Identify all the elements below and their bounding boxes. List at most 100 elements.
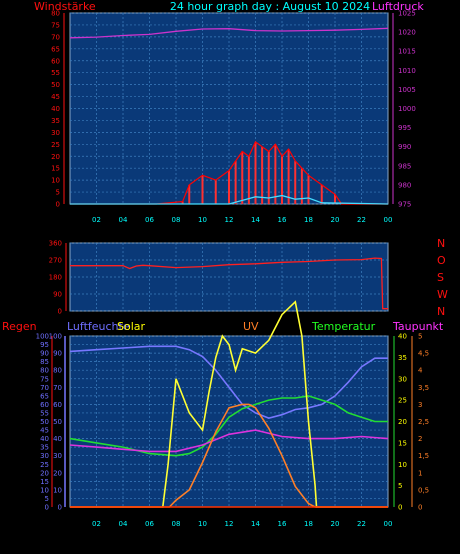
wind-tick-label: 35 [51,117,60,125]
temperature-tick-label: 5 [398,482,402,490]
legend-regen: Regen [2,320,37,333]
compass-tick-label: W [437,288,448,301]
x-tick-label: 18 [304,216,313,224]
wind-tick-label: 15 [51,165,60,173]
temperature-tick-label: 30 [398,375,407,383]
rain-tick-label: 25 [40,461,49,469]
humidity-tick-label: 90 [53,350,62,358]
wind-tick-label: 50 [51,81,60,89]
pressure-tick-label: 980 [398,181,411,189]
temperature-tick-label: 40 [398,333,407,341]
wind-tick-label: 45 [51,93,60,101]
pressure-tick-label: 1005 [398,86,416,94]
wind-tick-label: 25 [51,141,60,149]
uv-tick-label: 0,5 [418,486,429,494]
pressure-tick-label: 1020 [398,29,416,37]
legend-luftfeuchte: Luftfeuchte [67,320,130,333]
compass-tick-label: N [437,237,445,250]
windspeed-line [70,194,389,205]
rain-tick-label: 15 [40,478,49,486]
x-tick-label: 06 [145,216,154,224]
direction-tick-label: 270 [49,257,62,265]
x-tick-label: 04 [119,216,128,224]
uv-tick-label: 1,5 [418,452,429,460]
humidity-tick-label: 80 [53,367,62,375]
wind-tick-label: 70 [51,33,60,41]
rain-tick-label: 95 [40,341,49,349]
compass-tick-label: O [437,254,446,267]
rain-tick-label: 80 [40,367,49,375]
x-tick-label: 18 [304,520,313,528]
humidity-tick-label: 100 [49,333,62,341]
x-tick-label: 02 [92,520,101,528]
header-windstaerke-label: Windstärke [34,0,96,13]
humidity-tick-label: 50 [53,418,62,426]
legend-temperatur: Temperatur [311,320,376,333]
x-tick-label: 12 [225,520,234,528]
rain-tick-label: 40 [40,435,49,443]
rain-tick-label: 10 [40,486,49,494]
humidity-tick-label: 30 [53,452,62,460]
x-tick-label: 20 [331,216,340,224]
legend-solar: Solar [117,320,146,333]
humidity-tick-label: 40 [53,435,62,443]
uv-tick-label: 1 [418,469,422,477]
x-tick-label: 00 [384,520,393,528]
direction-tick-label: 180 [49,274,62,282]
x-tick-label: 22 [357,216,366,224]
wind-tick-label: 75 [51,21,60,29]
direction-tick-label: 90 [53,291,62,299]
rain-tick-label: 55 [40,409,49,417]
wind-tick-label: 40 [51,105,60,113]
rain-tick-label: 90 [40,350,49,358]
legend-taupunkt: Taupunkt [392,320,444,333]
pressure-tick-label: 1025 [398,10,416,18]
compass-tick-label: N [437,305,445,318]
wind-tick-label: 0 [56,201,60,209]
wind-tick-label: 30 [51,129,60,137]
x-tick-label: 00 [384,216,393,224]
rain-tick-label: 45 [40,427,49,435]
temperature-tick-label: 10 [398,461,407,469]
rain-tick-label: 85 [40,358,49,366]
direction-line [70,257,388,310]
rain-tick-label: 60 [40,401,49,409]
x-tick-label: 10 [198,216,207,224]
x-tick-label: 14 [251,216,260,224]
wind-tick-label: 80 [51,10,60,18]
temperature-tick-label: 0 [398,504,402,512]
humidity-tick-label: 0 [58,504,62,512]
humidity-tick-label: 20 [53,469,62,477]
humidity-tick-label: 10 [53,486,62,494]
legend-uv: UV [243,320,259,333]
temperature-tick-label: 35 [398,354,407,362]
pressure-line [69,27,389,39]
temperature-tick-label: 15 [398,439,407,447]
temperature-tick-label: 25 [398,397,407,405]
uv-tick-label: 3 [418,401,422,409]
pressure-tick-label: 985 [398,162,411,170]
pressure-tick-label: 995 [398,124,411,132]
uv-tick-label: 5 [418,333,422,341]
header-luftdruck-label: Luftdruck [372,0,424,13]
pressure-tick-label: 1015 [398,48,416,56]
humidity-tick-label: 70 [53,384,62,392]
rain-tick-label: 30 [40,452,49,460]
temperature-tick-label: 20 [398,418,407,426]
x-tick-label: 16 [278,520,287,528]
rain-tick-label: 100 [36,333,49,341]
pressure-tick-label: 1010 [398,67,416,75]
header-title: 24 hour graph day : August 10 2024 [170,0,370,13]
rain-tick-label: 75 [40,375,49,383]
uv-tick-label: 4 [418,367,423,375]
compass-tick-label: S [437,271,444,284]
dewpoint-line [69,429,389,453]
x-tick-label: 04 [119,520,128,528]
x-tick-label: 12 [225,216,234,224]
x-tick-label: 08 [172,216,181,224]
x-tick-label: 16 [278,216,287,224]
direction-tick-label: 360 [49,240,62,248]
x-tick-label: 22 [357,520,366,528]
x-tick-label: 10 [198,520,207,528]
uv-tick-label: 2 [418,435,422,443]
